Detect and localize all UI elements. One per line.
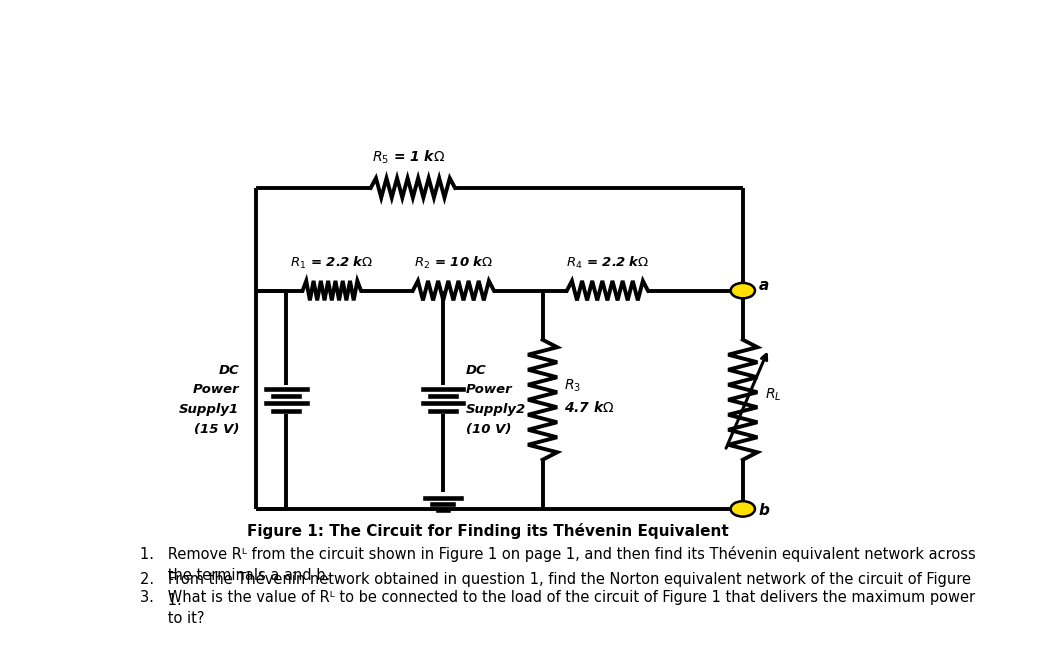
Text: Power: Power (465, 384, 513, 396)
Text: 4.7 k$\Omega$: 4.7 k$\Omega$ (565, 400, 615, 415)
Circle shape (730, 283, 755, 298)
Text: $R_3$: $R_3$ (565, 377, 582, 394)
Text: DC: DC (465, 364, 486, 377)
Text: (10 V): (10 V) (465, 422, 510, 436)
Text: (15 V): (15 V) (194, 422, 240, 436)
Circle shape (730, 501, 755, 516)
Text: Supply2: Supply2 (465, 403, 526, 416)
Text: DC: DC (219, 364, 240, 377)
Text: b: b (759, 504, 770, 518)
Text: $R_5$ = 1 k$\Omega$: $R_5$ = 1 k$\Omega$ (372, 149, 446, 166)
Text: $R_2$ = 10 k$\Omega$: $R_2$ = 10 k$\Omega$ (414, 255, 493, 271)
Text: Power: Power (192, 384, 240, 396)
Text: Figure 1: The Circuit for Finding its Thévenin Equivalent: Figure 1: The Circuit for Finding its Th… (247, 523, 728, 539)
Text: 1.   Remove Rᴸ from the circuit shown in Figure 1 on page 1, and then find its T: 1. Remove Rᴸ from the circuit shown in F… (140, 546, 976, 583)
Text: $R_4$ = 2.2 k$\Omega$: $R_4$ = 2.2 k$\Omega$ (566, 255, 650, 271)
Text: 2.   From the Thévenin network obtained in question 1, find the Norton equivalen: 2. From the Thévenin network obtained in… (140, 571, 972, 608)
Text: a: a (759, 278, 769, 293)
Text: 3.   What is the value of Rᴸ to be connected to the load of the circuit of Figur: 3. What is the value of Rᴸ to be connect… (140, 590, 976, 626)
Text: $R_L$: $R_L$ (766, 386, 782, 403)
Text: Supply1: Supply1 (179, 403, 240, 416)
Text: $R_1$ = 2.2 k$\Omega$: $R_1$ = 2.2 k$\Omega$ (290, 255, 373, 271)
